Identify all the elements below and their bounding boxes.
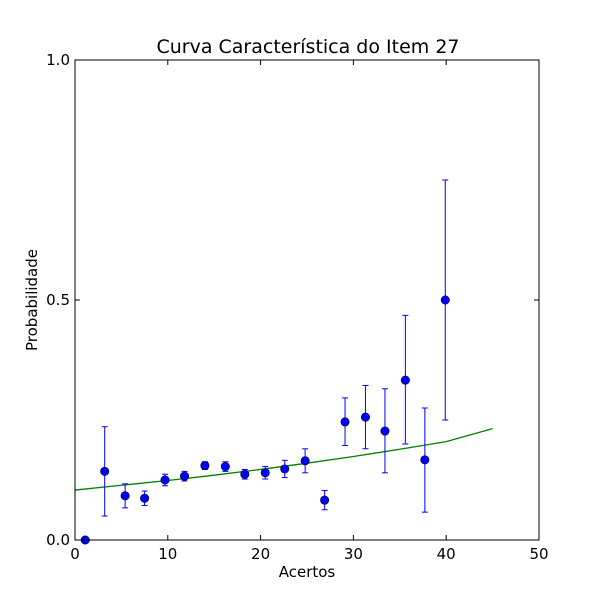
data-point — [220, 462, 230, 472]
data-point — [360, 412, 370, 422]
data-point — [180, 471, 190, 481]
y-tick-label: 0.5 — [46, 291, 70, 309]
data-point — [340, 417, 350, 427]
data-point — [240, 469, 250, 479]
data-point — [280, 464, 290, 474]
plot-area — [74, 179, 493, 545]
data-point — [160, 475, 170, 485]
data-point — [380, 426, 390, 436]
data-point — [140, 493, 150, 503]
fit-line — [74, 428, 493, 491]
x-tick-label: 30 — [344, 545, 363, 563]
x-tick-label: 40 — [437, 545, 456, 563]
data-point — [260, 468, 270, 478]
x-axis-label: Acertos — [279, 563, 336, 581]
data-point — [440, 295, 450, 305]
x-tick-label: 10 — [158, 545, 177, 563]
y-tick-label: 1.0 — [46, 51, 70, 69]
x-tick-label: 20 — [251, 545, 270, 563]
x-tick-label: 50 — [529, 545, 548, 563]
data-point — [200, 461, 210, 471]
data-point — [420, 455, 430, 465]
data-point — [300, 456, 310, 466]
axis-ticks: 0 10 20 30 40 50 0.0 0.5 1.0 — [46, 51, 548, 563]
chart-title: Curva Característica do Item 27 — [156, 36, 459, 58]
data-point — [100, 466, 110, 476]
data-point — [320, 495, 330, 505]
x-tick-label: 0 — [70, 545, 80, 563]
y-axis-label: Probabilidade — [23, 249, 41, 351]
y-tick-label: 0.0 — [46, 531, 70, 549]
data-point — [120, 491, 130, 501]
data-point — [400, 375, 410, 385]
plot-frame — [74, 59, 540, 541]
